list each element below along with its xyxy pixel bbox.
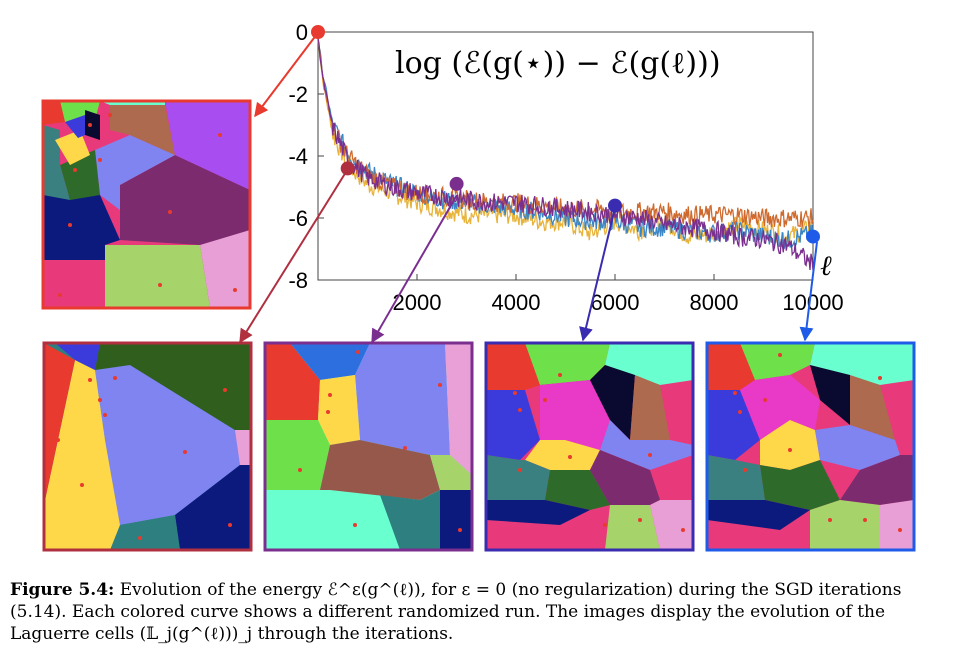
caption-label: Figure 5.4: <box>10 580 115 600</box>
x-axis-label: ℓ <box>820 249 832 282</box>
series-line-1 <box>317 39 814 249</box>
iteration-marker-3 <box>608 198 622 213</box>
y-tick-label: -8 <box>288 268 308 293</box>
iteration-marker-0 <box>311 25 325 39</box>
y-tick-label: -6 <box>288 206 308 231</box>
arrow-to-tile-3 <box>579 211 615 342</box>
laguerre-cells-tile-4 <box>705 341 916 552</box>
arrow-to-tile-1 <box>239 171 347 344</box>
series-lines <box>317 36 814 271</box>
marker-arrows <box>239 33 818 344</box>
laguerre-cells-tile-2 <box>263 341 474 552</box>
arrow-to-tile-0 <box>254 33 318 118</box>
iteration-marker-4 <box>806 229 820 244</box>
arrow-to-tile-4 <box>799 241 818 342</box>
iteration-markers <box>311 25 820 244</box>
series-line-2 <box>317 36 814 228</box>
iteration-marker-2 <box>449 176 464 191</box>
x-tick-label: 8000 <box>690 290 739 315</box>
caption-text: Evolution of the energy ℰ^ε(g^(ℓ)), for … <box>10 580 902 644</box>
x-tick-label: 4000 <box>492 290 541 315</box>
laguerre-cells-tile-1 <box>42 341 253 552</box>
y-tick-label: 0 <box>296 20 308 45</box>
y-tick-label: -2 <box>288 82 308 107</box>
x-tick-label: 6000 <box>591 290 640 315</box>
x-tick-label: 10000 <box>782 290 843 315</box>
iteration-marker-1 <box>340 161 355 176</box>
arrow-to-tile-2 <box>371 194 458 344</box>
plot-title: log (ℰ(g(⋆)) − ℰ(g(ℓ))) <box>395 46 721 81</box>
y-tick-label: -4 <box>288 144 308 169</box>
series-line-3 <box>317 38 814 271</box>
laguerre-cells-tile-3 <box>484 341 695 552</box>
figure-caption: Figure 5.4: Evolution of the energy ℰ^ε(… <box>10 579 960 645</box>
laguerre-cells-tile-0 <box>41 99 252 310</box>
